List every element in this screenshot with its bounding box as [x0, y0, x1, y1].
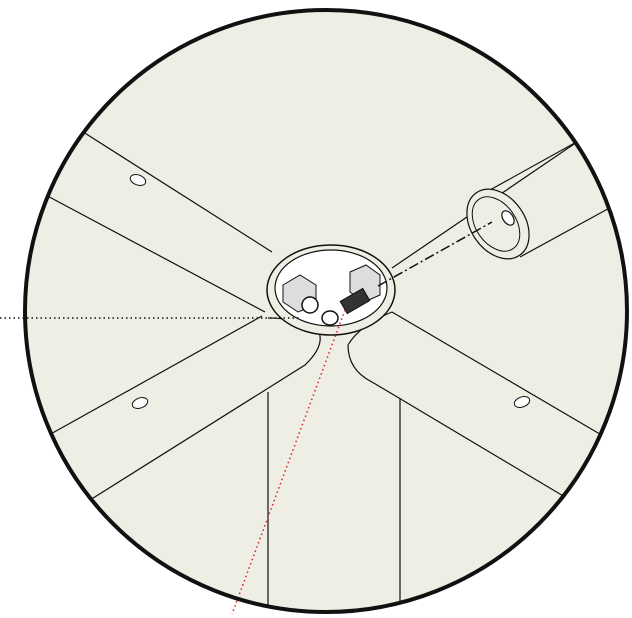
assembly-diagram	[0, 0, 632, 618]
nut	[322, 311, 338, 325]
nut	[302, 297, 318, 313]
page	[0, 0, 632, 618]
